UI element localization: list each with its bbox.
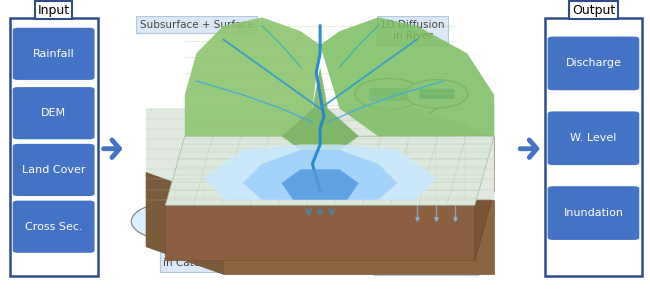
Text: 2D Diffusion
in Catchment: 2D Diffusion in Catchment [163, 247, 233, 268]
FancyBboxPatch shape [369, 92, 408, 97]
FancyBboxPatch shape [13, 87, 95, 139]
Polygon shape [281, 67, 359, 156]
FancyBboxPatch shape [175, 216, 183, 219]
FancyBboxPatch shape [153, 216, 161, 219]
Text: Land Cover: Land Cover [22, 165, 85, 175]
FancyBboxPatch shape [175, 224, 183, 227]
Text: Discharge: Discharge [566, 59, 621, 68]
FancyBboxPatch shape [369, 88, 408, 92]
FancyBboxPatch shape [547, 37, 639, 90]
FancyBboxPatch shape [175, 220, 183, 223]
Bar [10, 18, 98, 276]
Polygon shape [146, 109, 494, 200]
Polygon shape [165, 136, 494, 205]
Text: Cross Sec.: Cross Sec. [25, 222, 83, 232]
Text: Input: Input [38, 4, 70, 17]
Circle shape [355, 78, 422, 109]
Polygon shape [281, 169, 359, 200]
Polygon shape [243, 150, 398, 200]
FancyBboxPatch shape [419, 94, 454, 99]
FancyBboxPatch shape [153, 220, 161, 223]
FancyBboxPatch shape [13, 144, 95, 196]
FancyBboxPatch shape [164, 216, 172, 219]
Text: Output: Output [572, 4, 615, 17]
Text: Inundation: Inundation [564, 208, 623, 218]
FancyBboxPatch shape [164, 224, 172, 227]
Text: Vertical Infiltration: Vertical Infiltration [377, 262, 474, 272]
Text: Rainfall: Rainfall [32, 49, 75, 59]
FancyBboxPatch shape [13, 28, 95, 80]
FancyBboxPatch shape [369, 97, 408, 101]
Polygon shape [320, 18, 494, 136]
Text: W. Level: W. Level [570, 133, 617, 143]
Text: DEM: DEM [41, 108, 66, 118]
Polygon shape [185, 18, 320, 136]
Polygon shape [474, 136, 494, 260]
Polygon shape [204, 144, 436, 200]
Text: Subsurface + Surface: Subsurface + Surface [140, 20, 254, 30]
FancyBboxPatch shape [547, 186, 639, 240]
FancyBboxPatch shape [164, 220, 172, 223]
Polygon shape [224, 200, 494, 274]
FancyBboxPatch shape [13, 200, 95, 253]
Text: 1D Diffusion
in River: 1D Diffusion in River [380, 20, 445, 41]
Polygon shape [165, 205, 474, 260]
FancyBboxPatch shape [547, 111, 639, 165]
FancyBboxPatch shape [419, 89, 454, 94]
Bar [545, 18, 642, 276]
Circle shape [131, 203, 213, 240]
FancyBboxPatch shape [153, 224, 161, 227]
Polygon shape [146, 172, 224, 274]
Circle shape [406, 80, 468, 108]
